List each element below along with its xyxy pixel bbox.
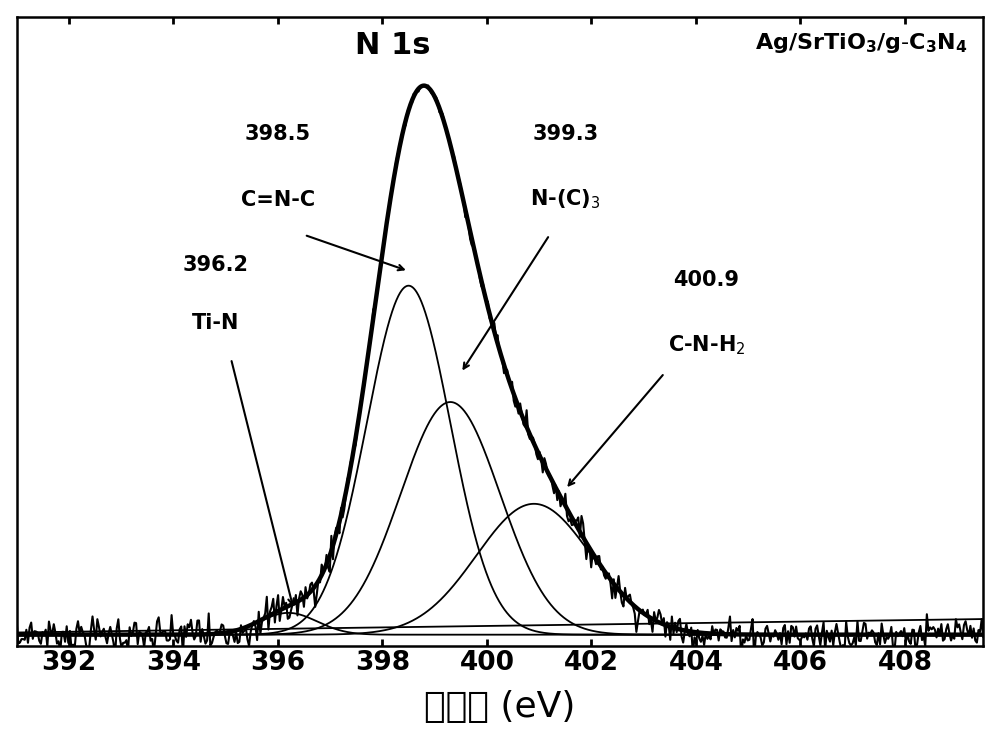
Text: N 1s: N 1s (355, 31, 431, 60)
Text: Ti-N: Ti-N (192, 313, 239, 333)
Text: C-N-H$_2$: C-N-H$_2$ (668, 333, 745, 356)
Text: $\mathbf{Ag/SrTiO_3/g\text{-}C_3N_4}$: $\mathbf{Ag/SrTiO_3/g\text{-}C_3N_4}$ (755, 31, 968, 56)
Text: 400.9: 400.9 (673, 270, 739, 290)
Text: 399.3: 399.3 (532, 124, 598, 144)
Text: C=N-C: C=N-C (241, 190, 315, 210)
X-axis label: 结合能 (eV): 结合能 (eV) (424, 691, 576, 725)
Text: 398.5: 398.5 (245, 124, 311, 144)
Text: N-(C)$_3$: N-(C)$_3$ (530, 187, 601, 211)
Text: 396.2: 396.2 (182, 255, 248, 275)
